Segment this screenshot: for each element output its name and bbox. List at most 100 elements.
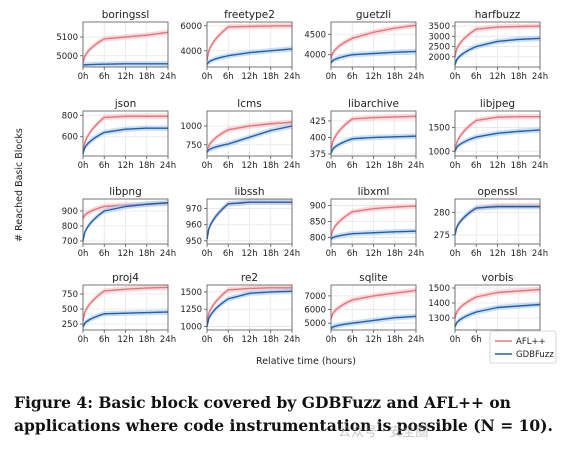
x-tick-label: 0h — [78, 72, 89, 82]
y-tick-label: 960 — [186, 221, 202, 231]
y-tick-label: 2500 — [428, 43, 450, 53]
y-tick-label: 850 — [310, 218, 326, 228]
x-tick-label: 12h — [117, 161, 133, 171]
x-tick-label: 24h — [284, 161, 300, 171]
x-tick-label: 18h — [263, 249, 279, 259]
x-tick-label: 24h — [408, 72, 424, 82]
y-tick-label: 400 — [310, 133, 326, 143]
subplot-title: re2 — [241, 272, 258, 284]
x-tick-label: 24h — [532, 161, 548, 171]
subplot-title: proj4 — [112, 272, 139, 284]
x-tick-label: 0h — [202, 249, 213, 259]
x-tick-label: 6h — [471, 72, 482, 82]
series-line-afl — [206, 25, 293, 61]
subplot-title: libssh — [234, 186, 264, 198]
legend-label-gdb: GDBFuzz — [516, 350, 554, 360]
y-tick-label: 1500 — [428, 124, 450, 134]
series-line-afl — [454, 25, 541, 57]
y-tick-label: 4000 — [180, 47, 202, 57]
x-tick-label: 12h — [117, 72, 133, 82]
y-tick-label: 700 — [62, 237, 78, 247]
x-tick-label: 0h — [326, 249, 337, 259]
x-tick-label: 12h — [241, 72, 257, 82]
x-tick-label: 24h — [160, 161, 176, 171]
subplot-title: freetype2 — [224, 9, 275, 21]
x-tick-label: 18h — [387, 249, 403, 259]
x-axis-label: Relative time (hours) — [256, 356, 356, 367]
y-tick-label: 6000 — [304, 306, 326, 316]
x-tick-label: 0h — [326, 335, 337, 345]
subplot-title: sqlite — [359, 272, 388, 284]
series-line-gdb — [330, 50, 417, 64]
series-line-gdb — [206, 48, 293, 65]
y-tick-label: 1000 — [180, 323, 202, 333]
series-line-afl — [330, 205, 417, 238]
x-tick-label: 12h — [365, 72, 381, 82]
x-tick-label: 18h — [139, 161, 155, 171]
series-line-gdb — [206, 125, 293, 153]
x-tick-label: 18h — [263, 335, 279, 345]
series-line-gdb — [82, 127, 168, 155]
y-tick-label: 2000 — [428, 53, 450, 63]
y-tick-label: 750 — [62, 290, 78, 300]
series-line-gdb — [454, 303, 541, 328]
x-tick-label: 24h — [408, 249, 424, 259]
subplot-title: harfbuzz — [475, 9, 521, 21]
subplot-title: libxml — [358, 186, 390, 198]
x-tick-label: 18h — [511, 72, 527, 82]
series-line-afl — [206, 287, 292, 324]
figure-caption: Figure 4: Basic block covered by GDBFuzz… — [14, 393, 553, 435]
x-tick-label: 6h — [347, 249, 358, 259]
x-tick-label: 0h — [450, 161, 461, 171]
confidence-band-afl — [455, 286, 540, 321]
x-tick-label: 12h — [489, 72, 505, 82]
y-tick-label: 950 — [186, 237, 202, 247]
x-tick-label: 18h — [263, 72, 279, 82]
x-tick-label: 6h — [347, 72, 358, 82]
series-line-gdb — [206, 290, 293, 327]
series-line-afl — [330, 24, 417, 60]
x-tick-label: 6h — [471, 335, 482, 345]
y-tick-label: 3500 — [428, 22, 450, 32]
series-line-afl — [82, 286, 169, 322]
y-tick-label: 5000 — [56, 52, 78, 62]
x-tick-label: 6h — [347, 335, 358, 345]
y-tick-label: 800 — [62, 222, 78, 232]
y-tick-label: 275 — [434, 231, 450, 241]
x-tick-label: 0h — [450, 72, 461, 82]
subplot-title: vorbis — [481, 272, 513, 284]
y-tick-label: 4000 — [304, 51, 326, 61]
series-line-gdb — [82, 311, 169, 328]
series-line-gdb — [454, 129, 541, 152]
y-tick-label: 1500 — [180, 288, 202, 298]
confidence-band-afl — [455, 23, 540, 60]
y-tick-label: 5100 — [56, 33, 78, 43]
x-tick-label: 24h — [160, 335, 176, 345]
subplot-title: openssl — [477, 186, 517, 198]
x-tick-label: 18h — [511, 249, 527, 259]
x-tick-label: 6h — [223, 72, 234, 82]
x-tick-label: 24h — [284, 335, 300, 345]
x-tick-label: 12h — [365, 161, 381, 171]
subplot-title: libpng — [109, 186, 141, 198]
y-tick-label: 425 — [310, 117, 326, 127]
y-tick-label: 900 — [62, 207, 78, 217]
x-tick-label: 6h — [223, 161, 234, 171]
series-line-gdb — [82, 63, 168, 66]
x-tick-label: 18h — [139, 335, 155, 345]
confidence-band-afl — [331, 113, 416, 154]
figure-grid: boringssl 5000 5100 0h 6h 12h 18h 24h freetype2 4… — [14, 9, 557, 367]
x-tick-label: 6h — [347, 161, 358, 171]
y-tick-label: 6000 — [180, 22, 202, 32]
x-tick-label: 6h — [99, 335, 110, 345]
series-line-gdb — [454, 37, 541, 66]
y-tick-label: 4500 — [304, 30, 326, 40]
y-tick-label: 1000 — [180, 122, 202, 132]
series-line-afl — [454, 288, 541, 319]
y-tick-label: 1500 — [428, 284, 450, 294]
x-tick-label: 24h — [532, 72, 548, 82]
x-tick-label: 18h — [139, 249, 155, 259]
x-tick-label: 12h — [365, 335, 381, 345]
x-tick-label: 6h — [471, 249, 482, 259]
series-line-gdb — [206, 201, 292, 240]
